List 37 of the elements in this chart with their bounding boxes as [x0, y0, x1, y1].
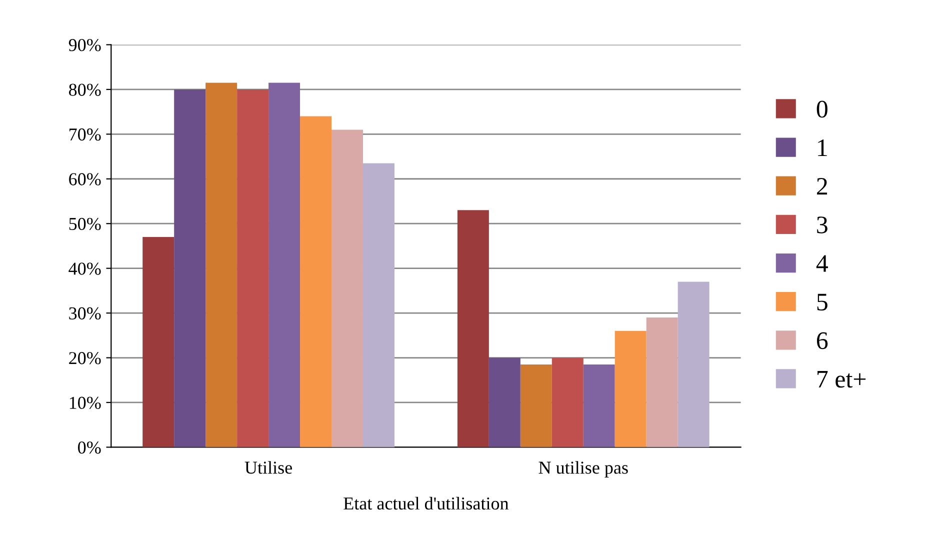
bar — [268, 82, 300, 448]
bar — [362, 163, 394, 448]
bar — [332, 130, 363, 448]
legend-label: 3 — [817, 216, 828, 234]
y-tick-label: 80% — [68, 84, 101, 96]
bar — [488, 358, 520, 448]
y-tick-label: 10% — [70, 396, 101, 409]
y-tick-label: 40% — [68, 262, 101, 275]
bar — [457, 210, 489, 448]
bar — [614, 330, 646, 448]
bar — [646, 318, 678, 448]
bar — [678, 282, 710, 448]
bar — [237, 89, 269, 448]
legend-label: 5 — [817, 294, 828, 311]
bar — [174, 89, 206, 448]
legend-label: 0 — [816, 100, 828, 118]
x-axis-title: Etat actuel d'utilisation — [344, 496, 509, 510]
legend-label: 4 — [816, 255, 828, 272]
y-tick-label: 30% — [69, 307, 101, 320]
x-tick-label: Utilise — [244, 461, 292, 474]
x-tick-label: N utilise pas — [538, 461, 628, 478]
legend-label: 2 — [816, 178, 828, 195]
y-tick-label: 0% — [78, 441, 101, 454]
y-tick-label: 70% — [69, 128, 101, 141]
bar — [206, 82, 238, 448]
legend-label: 6 — [816, 332, 828, 350]
legend-label: 1 — [818, 139, 827, 156]
bar — [583, 364, 615, 448]
bar — [142, 237, 174, 448]
bar — [552, 358, 584, 448]
y-tick-label: 60% — [69, 173, 101, 186]
y-tick-label: 90% — [68, 38, 101, 52]
y-tick-label: 20% — [69, 352, 101, 364]
y-tick-label: 50% — [69, 218, 101, 230]
bar — [300, 116, 332, 448]
bar — [520, 364, 552, 448]
legend-label: 7 et+ — [818, 371, 866, 388]
